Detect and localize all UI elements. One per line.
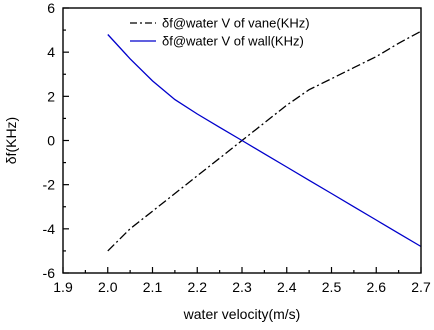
x-tick-label: 2.3 — [232, 279, 252, 295]
y-tick-label: -6 — [43, 265, 56, 281]
y-tick-label: 4 — [47, 44, 55, 60]
series-line-2 — [107, 34, 422, 248]
plot-area — [107, 30, 422, 252]
y-tick-label: 2 — [47, 88, 55, 104]
legend-label-1: δf@water V of vane(KHz) — [162, 16, 310, 31]
legend: δf@water V of vane(KHz) δf@water V of wal… — [130, 16, 310, 49]
x-tick-label: 2.4 — [277, 279, 297, 295]
x-tick-label: 2.1 — [143, 279, 163, 295]
x-axis-title: water velocity(m/s) — [183, 306, 301, 322]
series-line-1 — [107, 30, 422, 252]
y-tick-label: 0 — [47, 133, 55, 149]
x-tick-label: 2.0 — [98, 279, 118, 295]
x-tick-label: 2.2 — [188, 279, 208, 295]
y-tick-label: 6 — [47, 0, 55, 16]
axes: 1.9 2.0 2.1 2.2 2.3 2.4 2.5 2.6 2.7 -6 -4 -2 0 2 4 6 — [43, 0, 431, 295]
y-axis-title: δf(KHz) — [3, 117, 19, 164]
legend-label-2: δf@water V of wall(KHz) — [162, 34, 304, 49]
x-tick-label: 2.6 — [367, 279, 387, 295]
x-tick-label: 2.7 — [411, 279, 431, 295]
y-tick-label: -4 — [43, 221, 56, 237]
y-tick-label: -2 — [43, 177, 56, 193]
x-tick-label: 2.5 — [322, 279, 342, 295]
x-tick-label: 1.9 — [53, 279, 73, 295]
